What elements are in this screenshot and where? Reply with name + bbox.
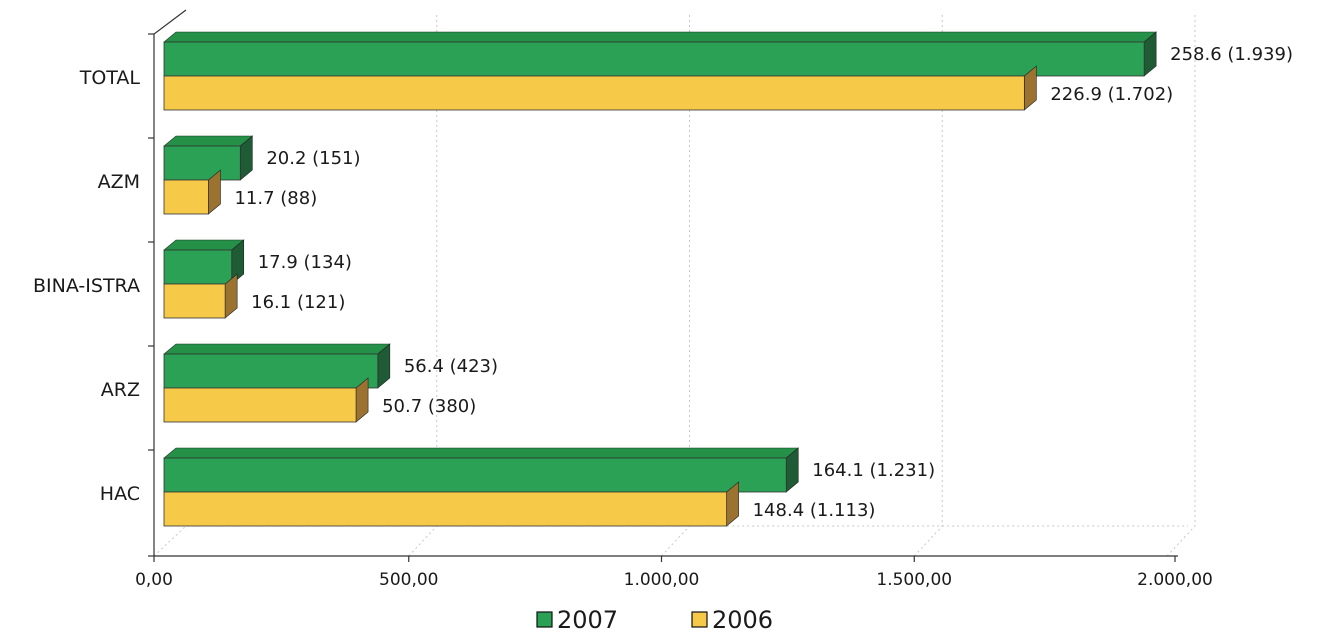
bar (163, 239, 245, 285)
legend-label: 2007 (557, 606, 618, 634)
data-label: 148.4 (1.113) (753, 500, 876, 521)
data-label: 17.9 (134) (258, 252, 352, 273)
x-tick-label: 500,00 (379, 570, 438, 590)
x-tick-label: 1.000,00 (624, 570, 700, 590)
legend-swatch (691, 611, 708, 628)
x-tick-label: 0,00 (135, 570, 173, 590)
category-label: ARZ (101, 379, 140, 401)
bars (163, 31, 1157, 527)
bar-front-face (163, 387, 357, 423)
bar-top-face (163, 135, 254, 147)
bar (163, 169, 221, 215)
bar-top-face (163, 239, 245, 251)
data-label: 16.1 (121) (251, 292, 345, 313)
category-label: BINA-ISTRA (33, 275, 140, 297)
bar-front-face (163, 491, 728, 527)
data-label: 164.1 (1.231) (812, 460, 935, 481)
bar-top-face (163, 31, 1157, 43)
bar (163, 377, 369, 423)
bar-front-face (163, 179, 209, 215)
bar-front-face (163, 457, 787, 493)
bar (163, 31, 1157, 77)
bar (163, 273, 238, 319)
data-labels: 258.6 (1.939) 226.9 (1.702) 20.2 (151) 11.7… (234, 44, 1293, 521)
category-label: HAC (100, 483, 140, 505)
x-tick-label: 1.500,00 (876, 570, 952, 590)
category-label: TOTAL (79, 67, 141, 89)
bar (163, 481, 739, 527)
bar (163, 343, 391, 389)
data-label: 50.7 (380) (382, 396, 476, 417)
axes: 0,00 500,00 1.000,00 1.500,00 2.000,00 TOTAL A… (33, 9, 1213, 590)
bar-front-face (163, 145, 241, 181)
bar (163, 447, 800, 493)
x-tick-label: 2.000,00 (1137, 570, 1213, 590)
data-label: 56.4 (423) (404, 356, 498, 377)
bar-top-face (163, 343, 391, 355)
legend-swatch (536, 611, 553, 628)
bar (163, 65, 1037, 111)
bar-front-face (163, 41, 1145, 77)
bar-front-face (163, 75, 1025, 111)
bar-top-face (163, 447, 800, 459)
data-label: 226.9 (1.702) (1050, 84, 1173, 105)
floor-edge (153, 525, 1188, 557)
bar-front-face (163, 283, 226, 319)
bar (163, 135, 254, 181)
data-label: 20.2 (151) (266, 148, 360, 169)
gridline (1166, 14, 1196, 557)
legend: 2007 2006 (536, 606, 773, 634)
data-label: 258.6 (1.939) (1170, 44, 1293, 65)
category-label: AZM (98, 171, 140, 193)
bar-front-face (163, 353, 379, 389)
data-label: 11.7 (88) (234, 188, 317, 209)
bar-front-face (163, 249, 233, 285)
legend-label: 2006 (712, 606, 773, 634)
